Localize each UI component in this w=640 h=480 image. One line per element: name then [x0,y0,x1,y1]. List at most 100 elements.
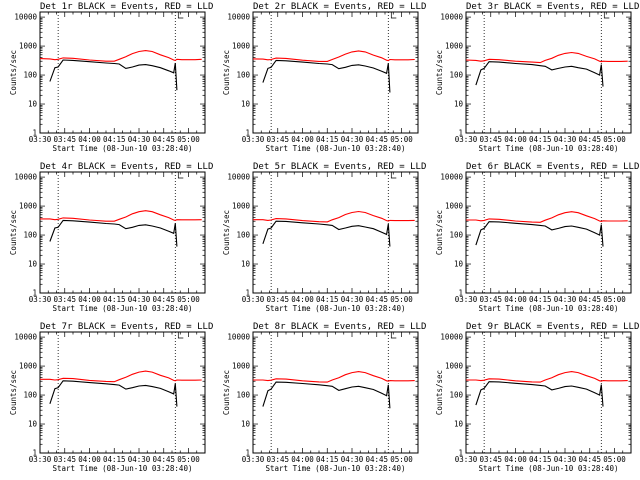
y-tick-label: 1000 [19,362,38,371]
x-tick-label: 04:45 [578,295,601,304]
y-tick-label: 1 [245,129,250,138]
marker-bracket [603,172,610,179]
x-axis-label: Start Time (08-Jun-10 03:28:40) [479,144,619,153]
plot-frame [252,11,419,134]
series-lld [253,371,415,383]
panel-title: Det 6r BLACK = Events, RED = LLD [466,162,639,172]
panel-4: Det 4r BLACK = Events, RED = LLD 1 10 100 10… [9,162,213,313]
x-tick-label: 04:30 [341,455,364,464]
plot-frame [39,171,206,294]
x-tick-label: 04:45 [152,295,175,304]
y-tick-label: 10000 [227,13,250,22]
series-events [49,380,178,407]
x-tick-label: 03:30 [29,135,52,144]
x-tick-label: 04:15 [103,455,126,464]
y-tick-label: 1 [32,129,37,138]
plot-frame [39,11,206,134]
y-axis-label: Counts/sec [435,50,444,95]
y-axis-label: Counts/sec [435,210,444,255]
y-tick-label: 100 [23,391,37,400]
series-events [262,59,391,93]
x-axis-label: Start Time (08-Jun-10 03:28:40) [266,464,406,473]
x-tick-label: 03:45 [266,455,289,464]
y-tick-label: 1000 [445,362,464,371]
x-axis-label: Start Time (08-Jun-10 03:28:40) [266,144,406,153]
y-tick-label: 10000 [227,173,250,182]
x-tick-label: 04:15 [103,135,126,144]
x-tick-label: 05:00 [177,455,200,464]
y-tick-label: 10000 [14,333,37,342]
x-tick-label: 04:45 [152,135,175,144]
series-events [262,381,391,409]
x-tick-label: 04:30 [554,135,577,144]
y-tick-label: 10000 [14,173,37,182]
x-tick-label: 03:45 [266,295,289,304]
series-lld [466,371,628,383]
x-tick-label: 03:30 [242,455,265,464]
series-events [475,221,604,247]
y-axis-label: Counts/sec [9,370,18,415]
x-axis-label: Start Time (08-Jun-10 03:28:40) [53,304,193,313]
y-tick-label: 1 [32,449,37,458]
plot-frame [465,11,632,134]
marker-bracket [603,12,610,19]
series-events [49,219,178,247]
panel-8: Det 8r BLACK = Events, RED = LLD 1 10 100 10… [222,322,426,473]
plot-frame [465,331,632,454]
x-tick-label: 04:30 [128,455,151,464]
y-tick-label: 10 [454,260,464,269]
panel-title: Det 3r BLACK = Events, RED = LLD [466,2,639,12]
series-lld [466,211,628,223]
series-lld [40,210,202,222]
y-tick-label: 1 [245,289,250,298]
x-tick-label: 04:30 [554,295,577,304]
x-tick-label: 04:45 [578,135,601,144]
y-axis-label: Counts/sec [435,370,444,415]
x-tick-label: 04:00 [291,295,314,304]
panel-title: Det 7r BLACK = Events, RED = LLD [40,322,213,332]
series-events [475,381,604,407]
x-tick-label: 03:45 [479,455,502,464]
x-tick-label: 04:45 [152,455,175,464]
x-tick-label: 03:45 [479,295,502,304]
y-tick-label: 10 [454,420,464,429]
y-tick-label: 10000 [440,173,463,182]
x-axis-label: Start Time (08-Jun-10 03:28:40) [479,464,619,473]
y-tick-label: 10 [454,100,464,109]
y-tick-label: 100 [23,231,37,240]
panel-title: Det 4r BLACK = Events, RED = LLD [40,162,213,172]
panel-title: Det 8r BLACK = Events, RED = LLD [253,322,426,332]
x-tick-label: 03:45 [53,455,76,464]
y-axis-label: Counts/sec [9,210,18,255]
y-tick-label: 1000 [232,362,251,371]
x-tick-label: 04:00 [504,295,527,304]
series-events [262,220,391,247]
x-tick-label: 04:00 [504,455,527,464]
x-tick-label: 05:00 [390,455,413,464]
panel-title: Det 1r BLACK = Events, RED = LLD [40,2,213,12]
y-tick-label: 100 [449,231,463,240]
x-tick-label: 04:45 [365,455,388,464]
plot-frame [252,171,419,294]
x-tick-label: 03:30 [455,455,478,464]
y-tick-label: 100 [236,71,250,80]
series-lld [253,210,415,223]
y-tick-label: 1 [458,289,463,298]
y-tick-label: 100 [236,391,250,400]
x-tick-label: 04:30 [341,295,364,304]
x-tick-label: 04:00 [78,455,101,464]
series-lld [252,50,415,62]
panel-1: Det 1r BLACK = Events, RED = LLD 1 10 100 10… [9,2,213,153]
y-tick-label: 1 [32,289,37,298]
plot-frame [252,331,419,454]
x-tick-label: 04:00 [78,295,101,304]
y-tick-label: 10000 [227,333,250,342]
x-axis-label: Start Time (08-Jun-10 03:28:40) [53,464,193,473]
x-axis-label: Start Time (08-Jun-10 03:28:40) [479,304,619,313]
y-tick-label: 1000 [19,42,38,51]
x-tick-label: 04:00 [504,135,527,144]
y-axis-label: Counts/sec [222,370,231,415]
series-lld [40,370,202,383]
y-tick-label: 1000 [445,202,464,211]
x-tick-label: 03:45 [266,135,289,144]
